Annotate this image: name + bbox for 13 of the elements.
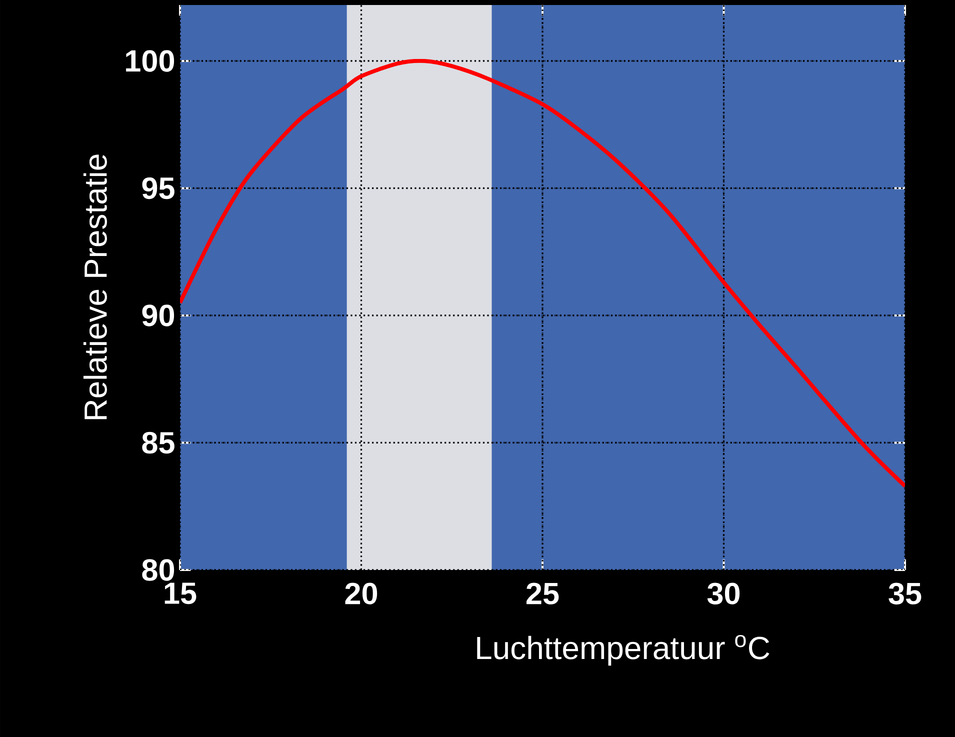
x-tick-label: 20 (345, 582, 378, 604)
y-tick-label: 85 (142, 432, 174, 454)
y-tick-label: 100 (126, 50, 174, 72)
x-tick-label: 15 (164, 582, 196, 604)
y-tick-label: 95 (142, 177, 174, 200)
x-tick-label: 25 (526, 582, 559, 604)
x-tick-label: 35 (888, 582, 922, 604)
y-tick-label: 90 (142, 304, 174, 326)
x-axis-title: Luchttemperatuur $^{o}$C (477, 634, 770, 666)
y-tick-label: 80 (142, 559, 174, 581)
y-axis-title: Relatieve Prestatie (83, 154, 107, 420)
x-tick-label: 30 (707, 582, 740, 604)
line-series (180, 58, 906, 488)
